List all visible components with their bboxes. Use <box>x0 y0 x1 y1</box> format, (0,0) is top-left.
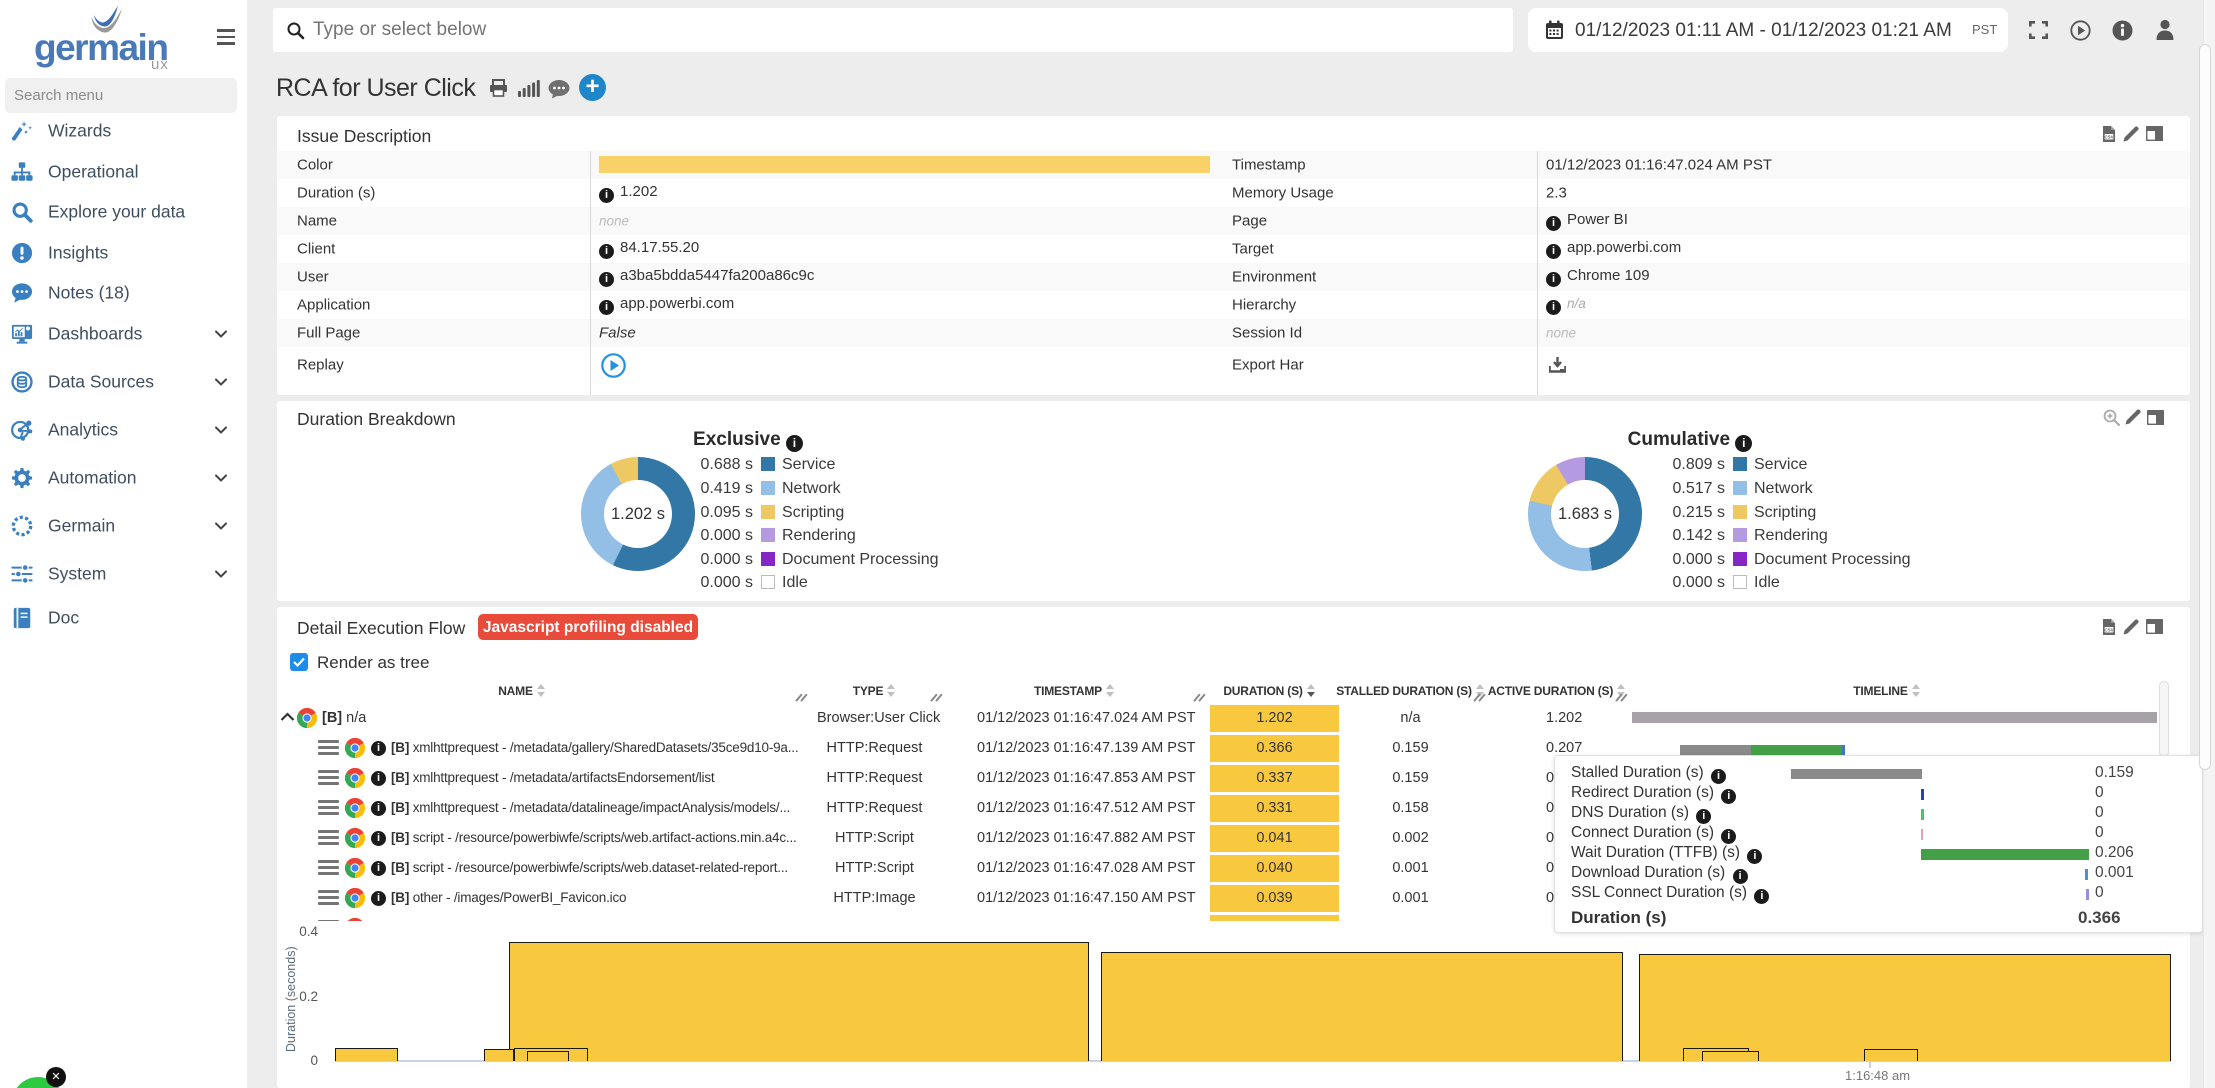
svg-text:CSV: CSV <box>2104 628 2113 633</box>
svg-text:CSV: CSV <box>2104 135 2113 140</box>
